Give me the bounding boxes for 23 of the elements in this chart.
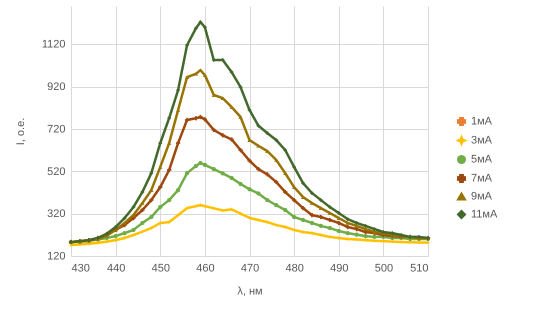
legend-label: 11мА [471, 208, 498, 220]
x-tick-label: 450 [152, 262, 170, 274]
legend-label: 3мА [471, 134, 493, 146]
y-axis-title: I, о.е. [14, 118, 27, 146]
x-tick-label: 510 [410, 262, 428, 274]
legend-label: 5мА [471, 154, 493, 166]
y-tick-label: 720 [47, 123, 66, 136]
y-tick-label: 120 [47, 250, 66, 262]
y-tick-label: 920 [47, 81, 66, 94]
legend-label: 7мА [471, 172, 493, 184]
x-tick-label: 430 [72, 262, 90, 274]
x-tick-label: 490 [330, 262, 348, 274]
y-tick-label: 320 [47, 208, 66, 220]
legend-label: 9мА [471, 190, 493, 202]
y-tick-label: 520 [47, 166, 66, 178]
y-tick-label: 1120 [42, 38, 66, 51]
x-tick-label: 500 [374, 262, 394, 274]
x-tick-label: 470 [240, 262, 260, 274]
x-tick-label: 460 [196, 262, 215, 274]
x-axis-title: λ, нм [237, 286, 263, 298]
x-tick-label: 480 [285, 262, 304, 274]
x-tick-label: 440 [106, 262, 126, 274]
legend-label: 1мА [471, 116, 493, 128]
